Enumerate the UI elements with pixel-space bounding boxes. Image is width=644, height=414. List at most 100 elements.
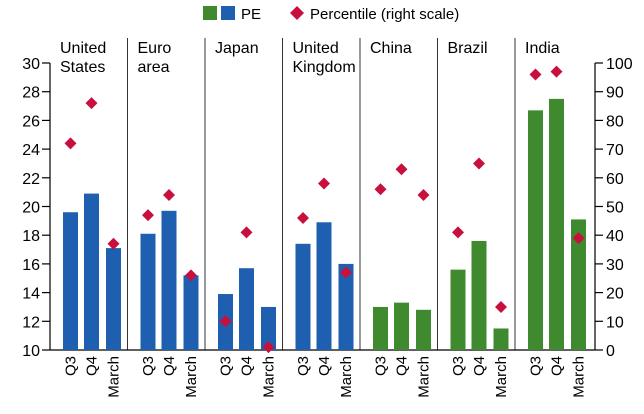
- pe-bar: [84, 193, 99, 350]
- pe-bar: [261, 306, 276, 350]
- pe-bar: [140, 233, 156, 350]
- group-label: Euro: [138, 40, 172, 57]
- percentile-marker: [107, 237, 120, 250]
- left-tick-label: 22: [22, 171, 40, 188]
- percentile-marker: [550, 65, 563, 78]
- right-tick-label: 30: [606, 257, 624, 274]
- category-label: Q4: [84, 356, 101, 376]
- category-label: Q3: [63, 356, 80, 376]
- right-tick-label: 100: [606, 56, 633, 73]
- category-label: March: [183, 356, 200, 398]
- right-tick-label: 0: [606, 343, 615, 360]
- left-tick-label: 30: [22, 56, 40, 73]
- left-tick-label: 18: [22, 228, 40, 245]
- group-label: Brazil: [448, 40, 488, 57]
- percentile-marker: [240, 226, 253, 239]
- category-label: Q4: [161, 356, 178, 376]
- right-tick-label: 40: [606, 228, 624, 245]
- group-label: United: [60, 40, 106, 57]
- pe-bar: [183, 275, 199, 350]
- percentile-marker: [395, 163, 408, 176]
- group-label: China: [370, 40, 412, 57]
- group-label: States: [60, 59, 105, 76]
- legend-swatch-emerging: [203, 6, 217, 20]
- category-label: Q4: [549, 356, 566, 376]
- percentile-marker: [262, 341, 275, 354]
- left-tick-label: 28: [22, 85, 40, 102]
- category-label: March: [338, 356, 355, 398]
- left-tick-label: 24: [22, 142, 40, 159]
- category-label: Q3: [295, 356, 312, 376]
- category-label: Q3: [528, 356, 545, 376]
- category-label: March: [493, 356, 510, 398]
- left-tick-label: 12: [22, 314, 40, 331]
- percentile-marker: [297, 211, 309, 224]
- percentile-marker: [142, 209, 154, 222]
- percentile-marker: [185, 269, 197, 282]
- pe-bar: [394, 302, 409, 350]
- pe-bar: [161, 210, 177, 350]
- category-label: March: [571, 356, 588, 398]
- percentile-marker: [495, 300, 507, 313]
- category-label: Q3: [140, 356, 157, 376]
- category-label: Q4: [239, 356, 256, 376]
- percentile-marker: [572, 232, 585, 245]
- pe-bar: [571, 219, 586, 350]
- pe-bar: [316, 222, 332, 350]
- left-tick-label: 16: [22, 257, 40, 274]
- group-label: area: [138, 59, 170, 76]
- percentile-marker: [374, 183, 387, 196]
- category-label: March: [416, 356, 433, 398]
- percentile-marker: [340, 266, 352, 279]
- category-label: Q4: [316, 356, 333, 376]
- group-label: Japan: [215, 40, 259, 57]
- category-label: Q4: [394, 356, 411, 376]
- group-label: India: [525, 40, 560, 57]
- left-tick-label: 14: [22, 286, 40, 303]
- right-tick-label: 20: [606, 286, 624, 303]
- legend-swatch-advanced: [221, 6, 235, 20]
- category-label: Q3: [218, 356, 235, 376]
- legend-percentile-label: Percentile (right scale): [310, 6, 459, 23]
- percentile-marker: [163, 189, 175, 202]
- right-tick-label: 10: [606, 314, 624, 331]
- category-label: March: [106, 356, 123, 398]
- pe-bar: [471, 240, 487, 350]
- pe-bar: [373, 306, 388, 350]
- right-tick-label: 80: [606, 113, 624, 130]
- pe-bar: [295, 243, 311, 350]
- left-tick-label: 10: [22, 343, 40, 360]
- left-tick-label: 26: [22, 113, 40, 130]
- right-tick-label: 50: [606, 200, 624, 217]
- legend-percentile-marker: [290, 6, 304, 20]
- right-tick-label: 90: [606, 85, 624, 102]
- category-label: Q4: [471, 356, 488, 376]
- right-tick-label: 70: [606, 142, 624, 159]
- category-label: March: [261, 356, 278, 398]
- pe-bar: [450, 269, 466, 350]
- percentile-marker: [318, 177, 330, 190]
- pe-bar: [416, 309, 431, 350]
- pe-bar: [63, 212, 78, 350]
- percentile-marker: [85, 97, 98, 110]
- left-tick-label: 20: [22, 200, 40, 217]
- legend-pe-label: PE: [241, 6, 261, 23]
- pe-bar: [528, 110, 543, 350]
- percentile-marker: [219, 315, 232, 328]
- right-tick-label: 60: [606, 171, 624, 188]
- percentile-marker: [529, 68, 542, 81]
- percentile-marker: [452, 226, 464, 239]
- pe-bar: [493, 328, 509, 350]
- category-label: Q3: [373, 356, 390, 376]
- pe-bar: [106, 248, 121, 350]
- category-label: Q3: [450, 356, 467, 376]
- group-label: Kingdom: [293, 59, 356, 76]
- group-label: United: [293, 40, 339, 57]
- percentile-marker: [473, 157, 485, 170]
- percentile-marker: [64, 137, 77, 150]
- pe-bar: [239, 268, 254, 350]
- pe-bar: [549, 98, 564, 350]
- pe-bar: [338, 263, 354, 350]
